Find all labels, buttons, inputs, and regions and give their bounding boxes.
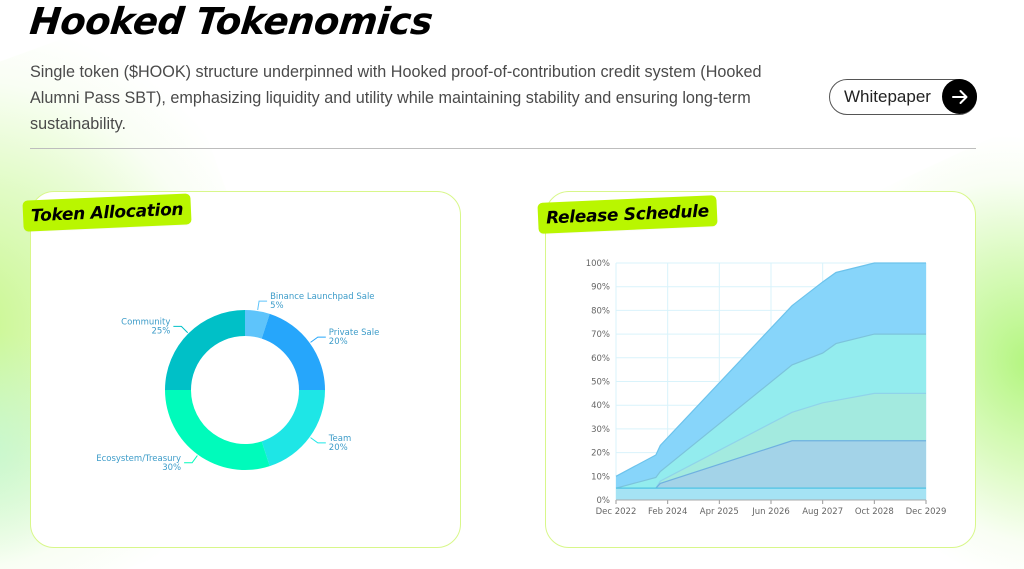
donut-slice-private-sale[interactable]	[261, 313, 325, 390]
y-axis-tick-label: 60%	[591, 354, 610, 364]
whitepaper-button[interactable]: Whitepaper	[829, 79, 977, 115]
donut-value: 20%	[329, 443, 348, 453]
y-axis-tick-label: 10%	[591, 472, 610, 482]
section-divider	[30, 148, 976, 149]
whitepaper-button-label: Whitepaper	[844, 87, 931, 106]
donut-value: 20%	[329, 337, 348, 347]
x-axis-tick-label: Dec 2022	[596, 507, 637, 517]
y-axis-tick-label: 100%	[586, 259, 610, 269]
chart-area-layers	[615, 262, 926, 500]
area-layer-5[interactable]	[616, 263, 926, 489]
area-layer-4[interactable]	[616, 334, 926, 489]
y-axis-tick-label: 40%	[591, 401, 610, 411]
y-axis-tick-label: 0%	[597, 496, 611, 506]
area-layer-3[interactable]	[616, 393, 926, 489]
donut-value: 30%	[162, 463, 181, 473]
intro-description: Single token ($HOOK) structure underpinn…	[30, 63, 762, 133]
x-axis-tick-label: Feb 2024	[648, 507, 687, 517]
x-axis-tick-label: Aug 2027	[802, 507, 843, 517]
area-layer-2[interactable]	[616, 440, 926, 489]
donut-label: Binance Launchpad Sale	[270, 292, 374, 302]
donut-label: Community	[121, 317, 170, 327]
y-axis-tick-label: 90%	[591, 283, 610, 293]
x-axis-tick-label: Dec 2029	[906, 507, 947, 517]
donut-slice-community[interactable]	[165, 310, 245, 390]
y-axis-tick-label: 70%	[591, 330, 610, 340]
donut-label: Ecosystem/Treasury	[96, 454, 181, 464]
donut-slices	[165, 310, 325, 471]
y-axis-tick-label: 20%	[591, 449, 610, 459]
token-allocation-card	[30, 191, 461, 548]
area-layer-1[interactable]	[616, 488, 926, 500]
x-axis-tick-label: Oct 2028	[855, 507, 894, 517]
donut-slice-ecosystem-treasury[interactable]	[165, 390, 270, 471]
y-axis-tick-label: 80%	[591, 306, 610, 316]
donut-slice-binance-launchpad-sale[interactable]	[245, 310, 270, 339]
donut-slice-team[interactable]	[261, 390, 325, 467]
donut-label: Team	[328, 434, 351, 444]
y-axis-tick-label: 30%	[591, 425, 610, 435]
x-axis-tick-label: Jun 2026	[751, 507, 790, 517]
x-axis-tick-label: Apr 2025	[700, 507, 739, 517]
y-axis-tick-label: 50%	[591, 378, 610, 388]
donut-value: 5%	[270, 301, 284, 311]
donut-value: 25%	[151, 326, 170, 336]
donut-label: Private Sale	[329, 328, 380, 338]
chart-axes: 0% 10% 20% 30% 40% 50% 60% 70% 80% 90% 100% Dec 202…	[586, 259, 947, 517]
arrow-right-icon	[942, 79, 977, 114]
